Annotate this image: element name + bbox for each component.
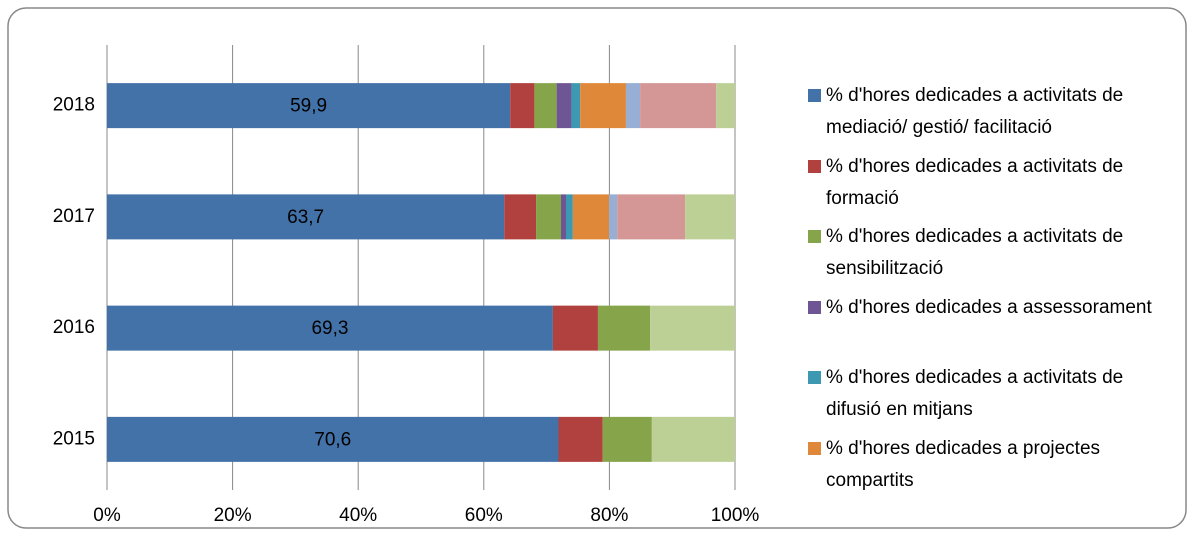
legend-swatch bbox=[808, 441, 821, 455]
bar-segment bbox=[716, 83, 735, 129]
bar-segment bbox=[580, 83, 626, 129]
bar-segment bbox=[565, 194, 573, 240]
legend-swatch bbox=[808, 230, 821, 243]
bar-segment bbox=[640, 83, 717, 129]
bar-segment bbox=[552, 305, 598, 351]
data-label: 59,9 bbox=[290, 96, 327, 117]
y-tick-label: 2016 bbox=[53, 317, 95, 338]
x-tick-label: 20% bbox=[214, 505, 252, 526]
bar-segment bbox=[107, 194, 505, 240]
legend-label: % d'hores dedicades a activitats de difu… bbox=[826, 367, 1124, 420]
bar-segment bbox=[107, 416, 559, 462]
bar-segment bbox=[572, 194, 610, 240]
legend-swatch bbox=[808, 300, 821, 314]
legend-swatch bbox=[808, 371, 821, 384]
bar-segment bbox=[625, 83, 641, 129]
data-label: 70,6 bbox=[314, 429, 351, 450]
bar-segment bbox=[685, 194, 735, 240]
bar-segment bbox=[617, 194, 686, 240]
bar-segment bbox=[609, 194, 618, 240]
x-tick-label: 40% bbox=[339, 505, 377, 526]
data-label: 63,7 bbox=[287, 207, 324, 228]
legend-label: % d'hores dedicades a activitats de form… bbox=[826, 155, 1124, 209]
legend-label: % d'hores dedicades a projectes comparti… bbox=[826, 437, 1101, 491]
bar-segment bbox=[510, 83, 535, 129]
legend-label: % d'hores dedicades a activitats de medi… bbox=[826, 85, 1124, 138]
legend-swatch bbox=[808, 159, 821, 173]
legend-label: % d'hores dedicades a activitats de sens… bbox=[826, 226, 1124, 279]
bar-segment bbox=[107, 305, 553, 351]
bar-segment bbox=[602, 416, 652, 462]
bar-segment bbox=[534, 83, 557, 129]
bar-segment bbox=[504, 194, 537, 240]
bar-segment bbox=[107, 83, 511, 129]
x-tick-label: 60% bbox=[465, 505, 503, 526]
bar-segment bbox=[571, 83, 581, 129]
bar-segment bbox=[536, 194, 562, 240]
y-tick-label: 2015 bbox=[53, 428, 95, 449]
bar-segment bbox=[561, 194, 566, 240]
x-tick-label: 100% bbox=[711, 505, 760, 526]
x-tick-label: 0% bbox=[93, 505, 121, 526]
chart-border bbox=[7, 7, 1187, 529]
bar-segment bbox=[651, 416, 735, 462]
legend-label: % d'hores dedicades a assessorament bbox=[826, 296, 1152, 318]
y-tick-label: 2017 bbox=[53, 206, 95, 227]
bar-segment bbox=[558, 416, 603, 462]
bar-segment bbox=[650, 305, 735, 351]
x-tick-label: 80% bbox=[590, 505, 628, 526]
legend-swatch bbox=[808, 89, 821, 102]
bar-segment bbox=[597, 305, 651, 351]
bar-segment bbox=[556, 83, 572, 129]
y-tick-label: 2018 bbox=[53, 95, 95, 116]
data-label: 69,3 bbox=[311, 318, 348, 339]
